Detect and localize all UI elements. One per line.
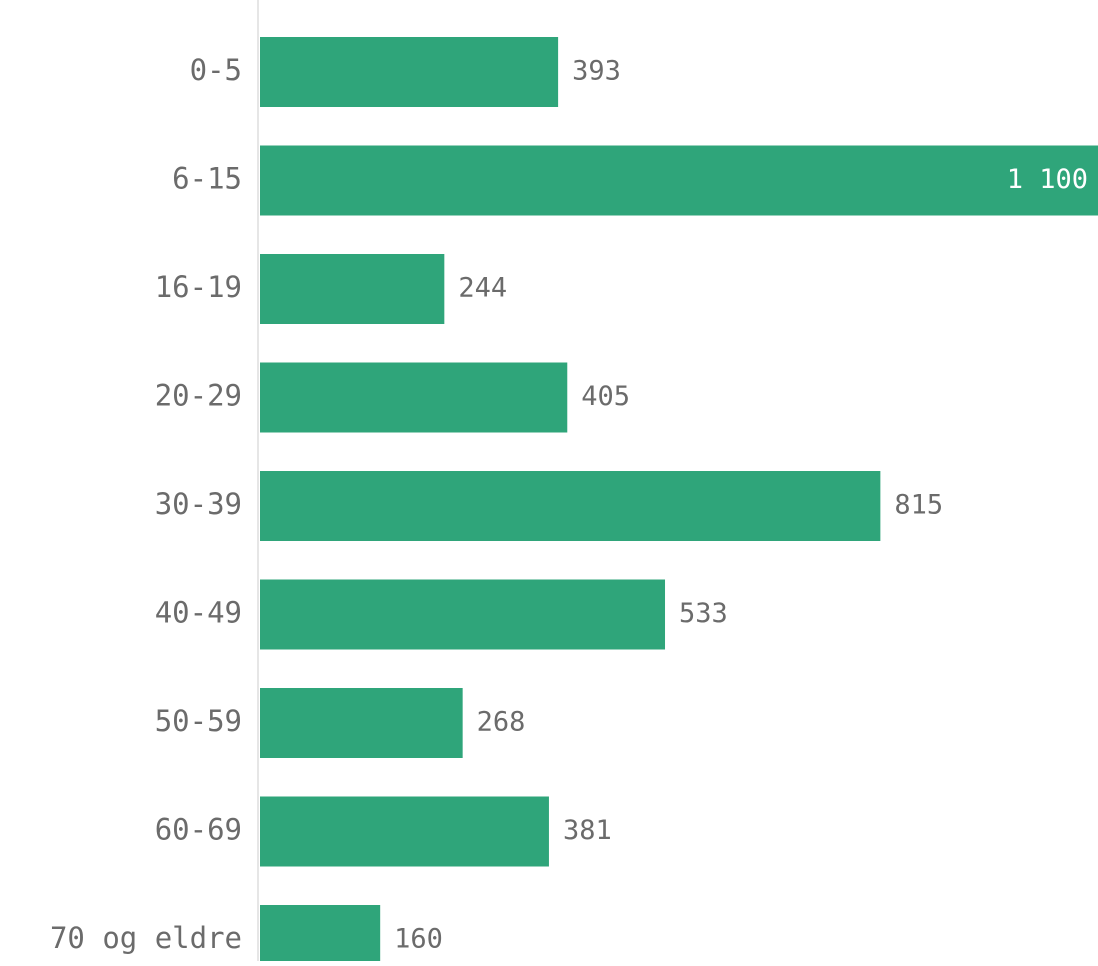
category-label: 50-59 [155, 704, 242, 738]
value-label: 381 [563, 815, 612, 846]
value-label: 815 [894, 490, 943, 521]
category-label: 20-29 [155, 379, 242, 413]
value-labels-group: 393 1 100 244 405 815 533 268 381 160 [394, 56, 1088, 955]
bar-4 [260, 471, 881, 541]
value-label: 405 [581, 381, 630, 412]
value-label: 160 [394, 924, 443, 955]
bar-1 [260, 145, 1098, 216]
bar-7 [260, 796, 549, 867]
value-label: 393 [572, 56, 621, 87]
bar-8 [260, 905, 381, 966]
category-label: 40-49 [155, 596, 242, 630]
value-label: 1 100 [1007, 164, 1088, 195]
bar-6 [260, 688, 463, 758]
category-label: 6-15 [172, 162, 242, 196]
value-label: 268 [477, 707, 526, 738]
bar-5 [260, 579, 666, 650]
category-labels-group: 0-5 6-15 16-19 20-29 30-39 40-49 50-59 60-69 70 … [50, 53, 242, 955]
category-label: 0-5 [190, 53, 242, 87]
bars-group [260, 37, 1098, 966]
bar-0 [260, 37, 559, 107]
category-label: 30-39 [155, 487, 242, 521]
value-label: 244 [458, 273, 507, 304]
category-label: 70 og eldre [50, 921, 242, 955]
bar-2 [260, 254, 445, 324]
category-label: 60-69 [155, 813, 242, 847]
category-label: 16-19 [155, 270, 242, 304]
bar-3 [260, 362, 568, 433]
value-label: 533 [679, 598, 728, 629]
